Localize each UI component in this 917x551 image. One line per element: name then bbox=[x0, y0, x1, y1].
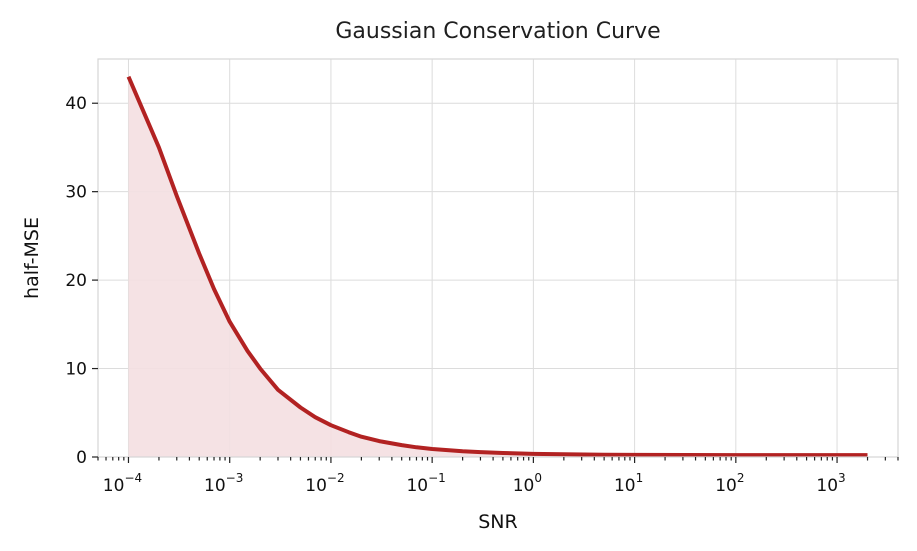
x-tick-label: 100 bbox=[513, 471, 542, 496]
y-tick-label: 0 bbox=[76, 448, 87, 468]
x-tick-label: 102 bbox=[715, 471, 744, 496]
y-tick-label: 40 bbox=[65, 94, 87, 114]
x-axis: 10−4 10−3 10−2 10−1 100 101 102 103 bbox=[97, 457, 899, 496]
x-tick-label: 10−1 bbox=[406, 471, 445, 496]
x-tick-label: 103 bbox=[816, 471, 845, 496]
x-tick-label: 10−4 bbox=[103, 471, 142, 496]
chart-title: Gaussian Conservation Curve bbox=[335, 19, 660, 44]
area-fill-layer bbox=[128, 76, 868, 457]
x-tick-label: 10−2 bbox=[305, 471, 344, 496]
y-tick-label: 10 bbox=[65, 360, 87, 380]
x-tick-label: 101 bbox=[614, 471, 643, 496]
area-fill bbox=[128, 76, 868, 457]
x-axis-label: SNR bbox=[478, 511, 517, 533]
y-tick-label: 20 bbox=[65, 271, 87, 291]
series-line bbox=[126, 75, 868, 458]
y-tick-label: 30 bbox=[65, 183, 87, 203]
y-axis: 0 10 20 30 40 bbox=[65, 94, 98, 468]
series-line-layer bbox=[126, 75, 868, 458]
y-axis-label: half-MSE bbox=[21, 217, 43, 299]
plot-frame bbox=[97, 58, 899, 458]
x-tick-label: 10−3 bbox=[204, 471, 243, 496]
